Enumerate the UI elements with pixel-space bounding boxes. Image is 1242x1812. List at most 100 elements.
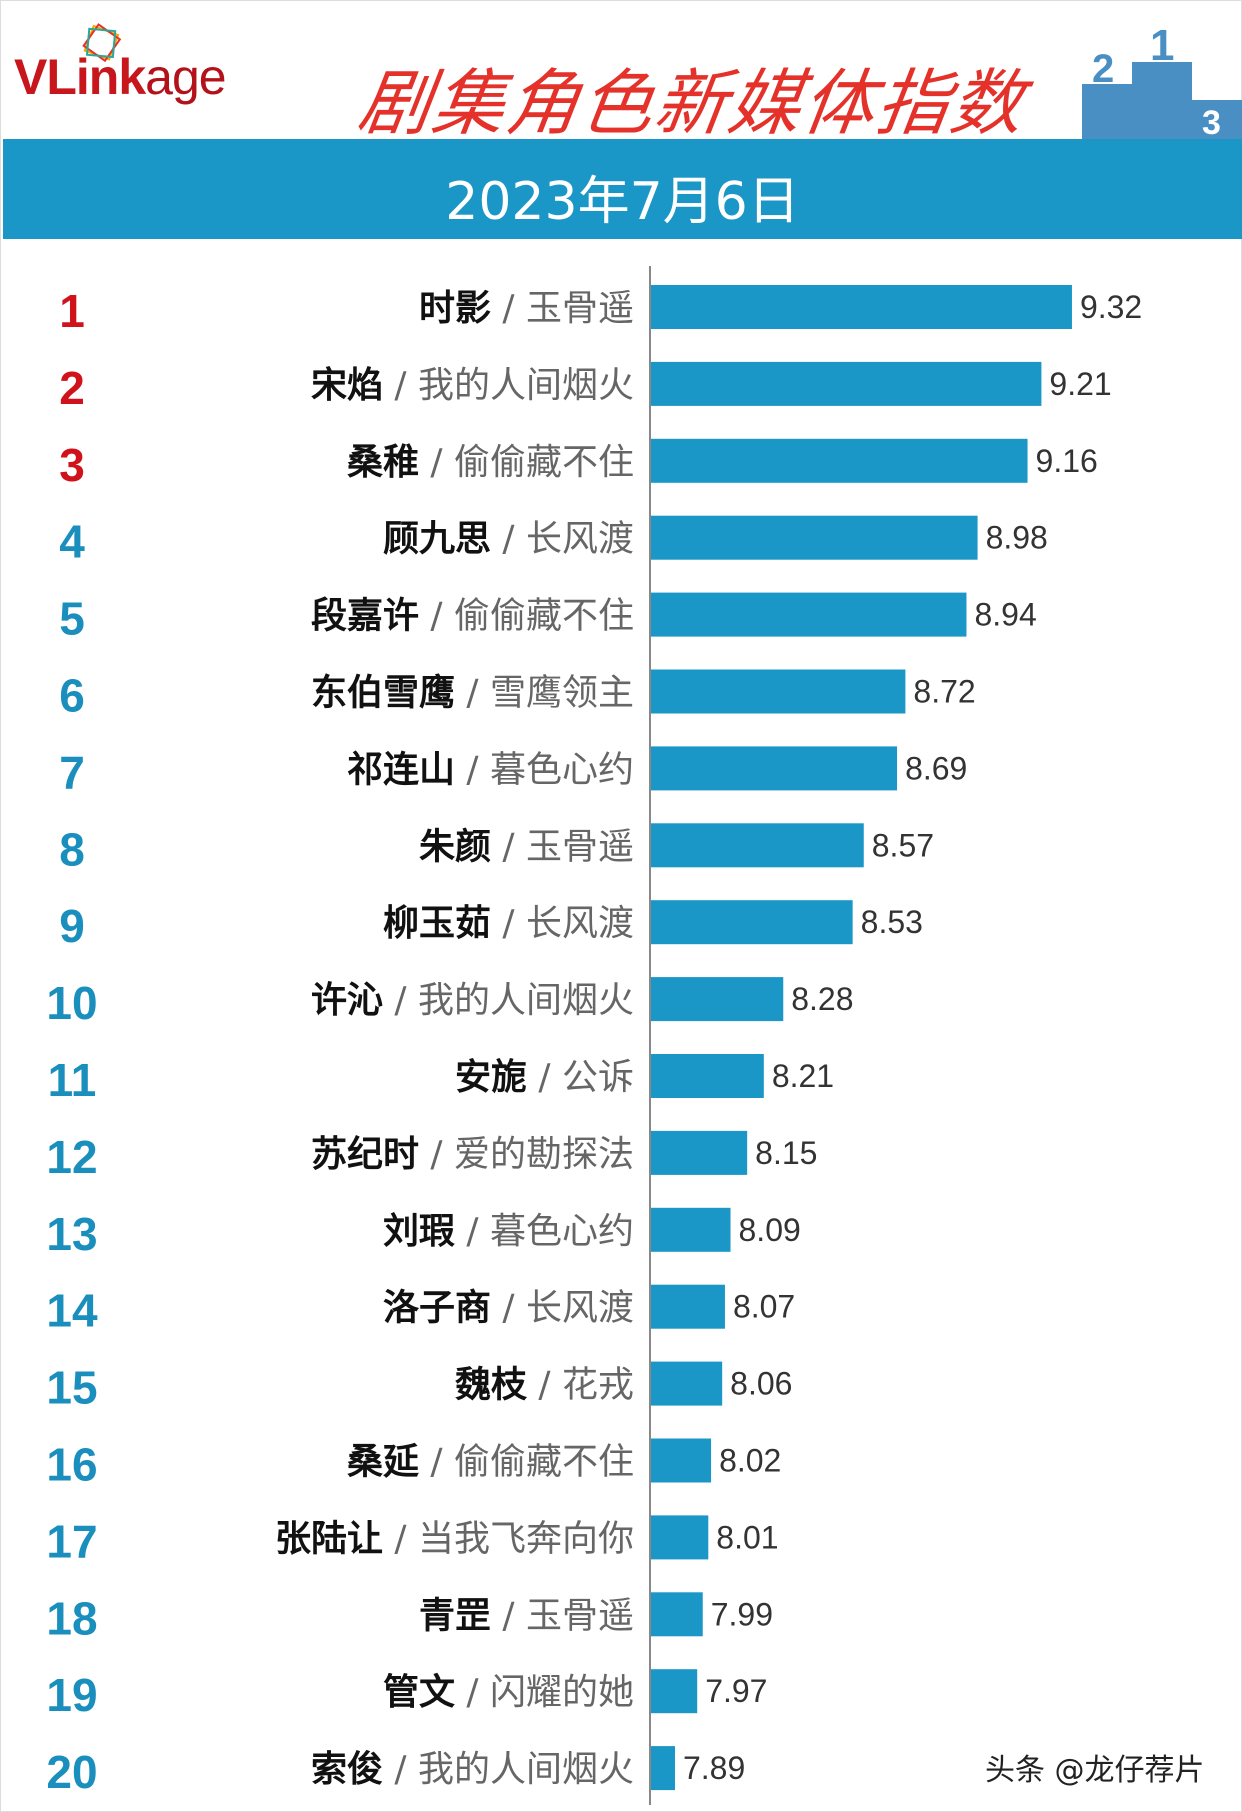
rank-number: 9 — [59, 900, 85, 952]
value-label: 8.94 — [974, 597, 1036, 633]
drama-name: 偷偷藏不住 — [454, 1442, 634, 1483]
drama-name: 长风渡 — [526, 1288, 634, 1329]
value-label: 9.21 — [1049, 366, 1111, 402]
separator: / — [491, 826, 526, 867]
bar — [650, 823, 864, 868]
bar — [650, 669, 906, 714]
value-label: 7.89 — [683, 1750, 745, 1786]
role-name: 顾九思 — [383, 519, 491, 560]
drama-name: 暮色心约 — [490, 1211, 634, 1252]
role-name: 段嘉许 — [311, 596, 419, 637]
role-name: 宋焰 — [311, 365, 383, 406]
bar — [650, 1592, 703, 1637]
value-label: 8.53 — [861, 904, 923, 940]
row-label: 魏枝 / 花戎 — [455, 1365, 634, 1406]
rank-number: 7 — [59, 746, 85, 798]
row-label: 桑稚 / 偷偷藏不住 — [347, 442, 634, 483]
bar — [650, 438, 1028, 483]
row-label: 洛子商 / 长风渡 — [383, 1288, 634, 1329]
svg-text:2: 2 — [1092, 47, 1114, 91]
bar — [650, 1130, 748, 1175]
rank-number: 1 — [59, 285, 85, 337]
watermark: 头条 @龙仔荐片 — [985, 1753, 1205, 1788]
row-label: 桑延 / 偷偷藏不住 — [347, 1442, 634, 1483]
svg-text:1: 1 — [1150, 22, 1174, 70]
value-label: 7.99 — [711, 1596, 773, 1632]
row-label: 时影 / 玉骨遥 — [419, 288, 634, 329]
rank-number: 10 — [46, 977, 97, 1029]
row-label: 青罡 / 玉骨遥 — [419, 1595, 634, 1636]
role-name: 刘瑕 — [383, 1211, 455, 1252]
rank-number: 12 — [46, 1131, 97, 1183]
separator: / — [455, 1211, 490, 1252]
row-label: 段嘉许 / 偷偷藏不住 — [311, 596, 634, 637]
drama-name: 我的人间烟火 — [418, 365, 634, 406]
drama-name: 公诉 — [562, 1057, 634, 1098]
rank-number: 2 — [59, 362, 85, 414]
row-label: 张陆让 / 当我飞奔向你 — [275, 1518, 634, 1559]
drama-name: 暮色心约 — [490, 749, 634, 790]
value-label: 8.98 — [986, 520, 1048, 556]
separator: / — [455, 673, 490, 714]
bar — [650, 1669, 698, 1714]
separator: / — [491, 519, 526, 560]
value-label: 8.21 — [772, 1058, 834, 1094]
drama-name: 长风渡 — [526, 519, 634, 560]
row-label: 东伯雪鹰 / 雪鹰领主 — [311, 673, 634, 714]
separator: / — [419, 442, 454, 483]
drama-name: 玉骨遥 — [526, 288, 634, 329]
value-label: 8.06 — [730, 1366, 792, 1402]
rank-number: 6 — [59, 670, 85, 722]
role-name: 魏枝 — [455, 1365, 528, 1406]
bar — [650, 361, 1042, 406]
role-name: 苏纪时 — [311, 1134, 419, 1175]
value-label: 8.01 — [716, 1519, 778, 1555]
separator: / — [383, 980, 418, 1021]
logo-tail: age — [145, 49, 226, 105]
row-label: 索俊 / 我的人间烟火 — [311, 1749, 634, 1790]
row-label: 刘瑕 / 暮色心约 — [383, 1211, 634, 1252]
row-label: 许沁 / 我的人间烟火 — [311, 980, 634, 1021]
role-name: 朱颜 — [419, 826, 491, 867]
bar — [650, 1515, 709, 1560]
rank-number: 3 — [59, 439, 85, 491]
rank-number: 18 — [46, 1592, 97, 1644]
rank-number: 11 — [48, 1054, 97, 1106]
bar — [650, 977, 784, 1022]
bar — [650, 1438, 712, 1483]
separator: / — [419, 1134, 454, 1175]
role-name: 祁连山 — [347, 749, 455, 790]
bar — [650, 1284, 725, 1329]
row-label: 顾九思 / 长风渡 — [383, 519, 634, 560]
row-label: 祁连山 / 暮色心约 — [347, 749, 634, 790]
row-label: 宋焰 / 我的人间烟火 — [311, 365, 634, 406]
bar — [650, 285, 1072, 329]
row-label: 柳玉茹 / 长风渡 — [383, 903, 634, 944]
value-label: 7.97 — [705, 1673, 767, 1709]
page-title: 剧集角色新媒体指数 — [353, 61, 1032, 145]
role-name: 管文 — [383, 1672, 455, 1713]
bar — [650, 1207, 731, 1252]
separator: / — [383, 1518, 418, 1559]
rank-number: 13 — [46, 1208, 97, 1260]
separator: / — [383, 365, 418, 406]
separator: / — [419, 1442, 454, 1483]
value-label: 8.57 — [872, 827, 934, 863]
bar — [650, 746, 898, 791]
drama-name: 爱的勘探法 — [454, 1134, 634, 1175]
separator: / — [419, 596, 454, 637]
separator: / — [527, 1057, 562, 1098]
drama-name: 玉骨遥 — [526, 826, 634, 867]
rank-number: 4 — [59, 516, 85, 568]
drama-name: 我的人间烟火 — [418, 1749, 634, 1790]
date-label: 2023年7月6日 — [445, 172, 800, 232]
bar — [650, 1746, 675, 1791]
value-label: 9.32 — [1080, 289, 1142, 325]
role-name: 索俊 — [311, 1749, 383, 1790]
drama-name: 雪鹰领主 — [490, 673, 634, 714]
value-label: 8.72 — [913, 674, 975, 710]
value-label: 8.28 — [791, 981, 853, 1017]
rank-number: 16 — [46, 1439, 97, 1491]
separator: / — [527, 1365, 562, 1406]
role-name: 安旎 — [455, 1057, 527, 1098]
